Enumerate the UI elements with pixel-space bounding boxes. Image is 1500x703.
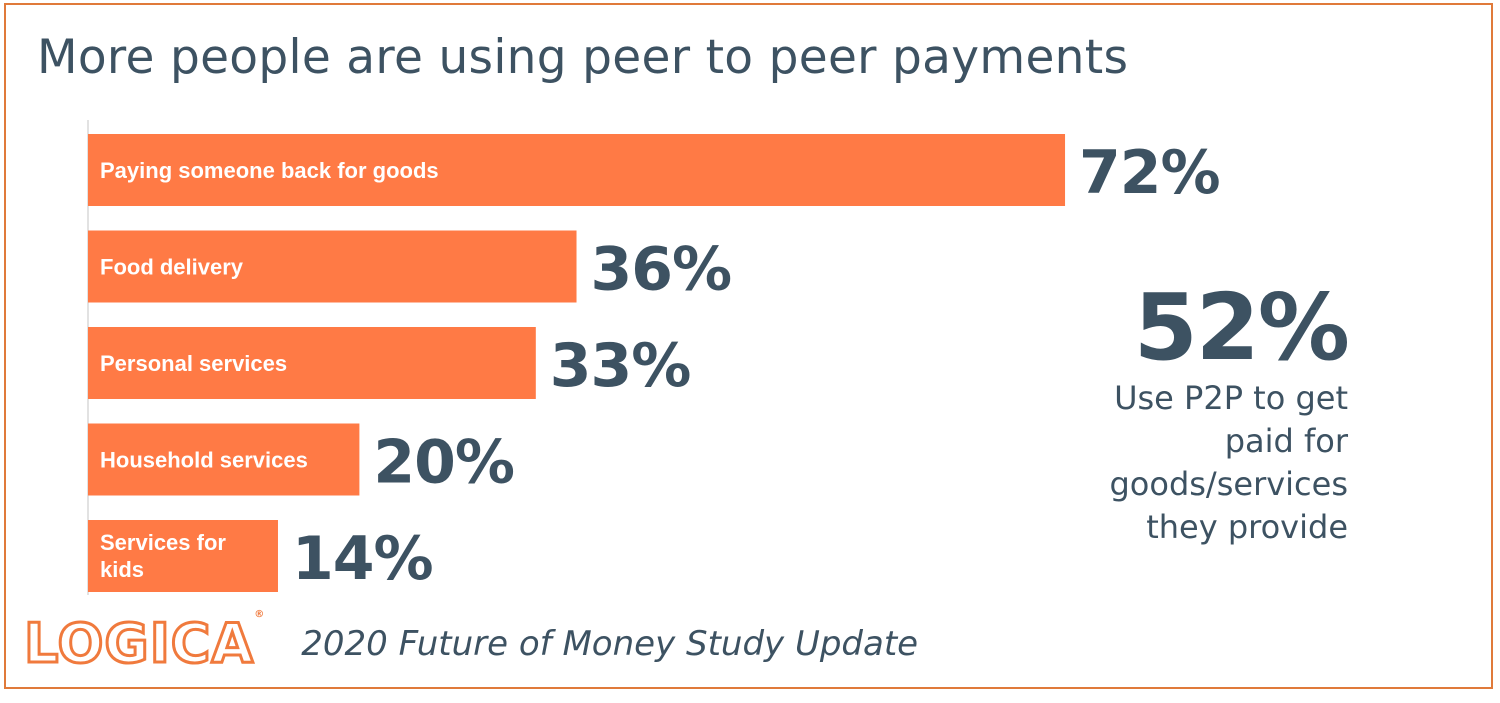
- bar-category-label: Personal services: [100, 351, 287, 376]
- bar-value-label: 14%: [292, 524, 433, 594]
- bar: [88, 134, 1066, 206]
- chart-title: More people are using peer to peer payme…: [37, 30, 1129, 85]
- bar-category-label: Food delivery: [100, 255, 244, 280]
- bar-category-label: Paying someone back for goods: [100, 158, 439, 183]
- logica-logo: LOGICA®: [22, 610, 265, 673]
- callout: 52% Use P2P to get paid for goods/servic…: [1048, 274, 1350, 549]
- bar: [88, 520, 278, 592]
- study-caption: 2020 Future of Money Study Update: [301, 624, 919, 664]
- footer: LOGICA® 2020 Future of Money Study Updat…: [22, 610, 919, 674]
- bar-value-label: 20%: [373, 428, 514, 498]
- logo-text: LOGICA: [22, 612, 255, 675]
- bar-category-label: Services for kids: [100, 530, 226, 582]
- bar: [88, 327, 536, 399]
- callout-value: 52%: [1133, 274, 1350, 381]
- bar: [88, 423, 360, 496]
- bar-value-label: 72%: [1079, 138, 1220, 208]
- logo-registered-mark: ®: [254, 609, 266, 620]
- bar-category-label: Household services: [100, 448, 308, 473]
- bar: [88, 230, 577, 303]
- bar-value-label: 33%: [550, 331, 691, 401]
- callout-text: Use P2P to get paid for goods/services t…: [1109, 378, 1348, 546]
- bar-value-label: 36%: [591, 235, 732, 305]
